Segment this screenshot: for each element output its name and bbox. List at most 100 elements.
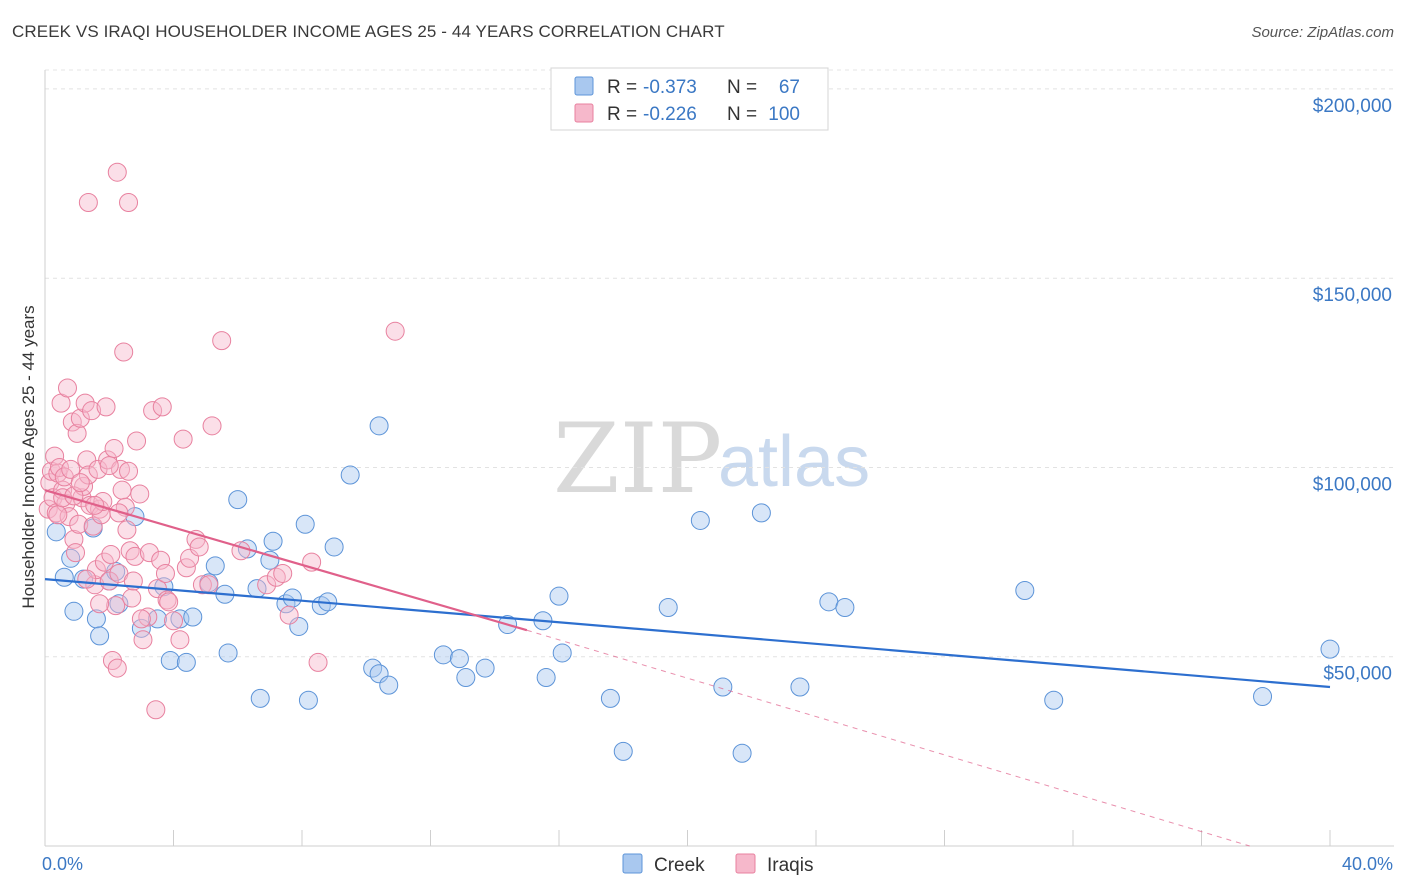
data-point-creek [1044, 690, 1064, 710]
data-point-creek [176, 652, 196, 672]
trend-line-iraqis [44, 489, 528, 632]
trend-lines [44, 489, 1331, 847]
legend-swatch-iraqis [574, 103, 594, 123]
data-point-iraqis [138, 607, 158, 627]
x-tick-label-end: 40.0% [1342, 854, 1393, 874]
data-point-iraqis [139, 543, 159, 563]
bottom-legend-iraqis: Iraqis [767, 855, 813, 876]
data-point-iraqis [173, 429, 193, 449]
data-point-iraqis [199, 575, 219, 595]
trend-extension-iraqis [526, 629, 1250, 847]
data-point-iraqis [119, 461, 139, 481]
data-point-iraqis [189, 537, 209, 557]
legend: R = -0.373 N = 67 R = -0.226 N = 100 [550, 67, 829, 131]
data-point-iraqis [83, 516, 103, 536]
data-point-creek [713, 677, 733, 697]
data-point-iraqis [107, 658, 127, 678]
data-point-iraqis [104, 439, 124, 459]
data-point-creek [613, 741, 633, 761]
data-point-creek [54, 567, 74, 587]
data-point-creek [228, 490, 248, 510]
axes [44, 70, 1394, 847]
data-point-creek [147, 609, 167, 629]
trend-line-creek [44, 578, 1331, 689]
data-point-creek [379, 675, 399, 695]
bottom-legend: Creek Iraqis [622, 853, 813, 876]
legend-r-label-creek: R = [607, 77, 637, 98]
data-point-creek [449, 649, 469, 669]
data-point-iraqis [308, 652, 328, 672]
legend-r-label-iraqis: R = [607, 104, 637, 125]
legend-box [550, 67, 829, 131]
data-point-creek [433, 645, 453, 665]
data-point-iraqis [130, 484, 150, 504]
data-point-iraqis [164, 611, 183, 631]
data-point-creek [732, 743, 752, 763]
legend-n-value-iraqis: 100 [768, 104, 800, 125]
bottom-legend-creek: Creek [654, 855, 705, 876]
data-point-iraqis [75, 393, 95, 413]
bottom-legend-swatch-creek [622, 853, 643, 874]
data-point-creek [205, 556, 225, 576]
data-point-iraqis [170, 630, 190, 650]
data-point-iraqis [61, 459, 81, 479]
data-point-creek [1015, 580, 1035, 600]
data-point-iraqis [107, 162, 127, 182]
data-point-iraqis [159, 592, 179, 612]
data-point-iraqis [143, 401, 163, 421]
data-point-creek [340, 465, 360, 485]
data-point-iraqis [152, 397, 172, 417]
data-point-iraqis [66, 543, 86, 563]
y-tick-label: $200,000 [1313, 96, 1392, 117]
legend-r-value-creek: -0.373 [643, 77, 697, 98]
data-point-iraqis [78, 192, 98, 212]
y-tick-label: $150,000 [1313, 285, 1392, 306]
data-point-iraqis [212, 331, 232, 351]
data-point-creek [46, 522, 66, 542]
watermark: ZIP atlas [553, 403, 870, 515]
data-point-creek [549, 586, 569, 606]
data-point-iraqis [202, 416, 222, 436]
data-point-creek [160, 651, 180, 671]
data-point-iraqis [122, 588, 142, 608]
data-point-creek [690, 510, 710, 530]
data-point-iraqis [77, 569, 97, 589]
data-point-creek [263, 531, 283, 551]
data-point-creek [1320, 639, 1340, 659]
data-point-iraqis [70, 473, 90, 493]
data-point-iraqis [125, 546, 145, 566]
data-point-creek [835, 598, 855, 618]
source-credit: Source: ZipAtlas.com [1251, 24, 1394, 41]
watermark-zip: ZIP [553, 403, 722, 515]
data-point-iraqis [192, 575, 212, 595]
data-point-iraqis [155, 563, 175, 583]
data-point-iraqis [114, 342, 134, 362]
data-point-iraqis [109, 503, 129, 523]
bottom-legend-swatch-iraqis [735, 853, 756, 874]
data-point-creek [324, 537, 344, 557]
data-point-creek [790, 677, 810, 697]
data-point-creek [64, 601, 84, 621]
legend-n-value-creek: 67 [779, 77, 800, 98]
data-point-iraqis [266, 567, 286, 587]
y-tick-labels: $200,000 $150,000 $100,000 $50,000 [1313, 96, 1392, 685]
data-point-iraqis [82, 401, 102, 421]
data-point-iraqis [117, 520, 137, 540]
gridlines [45, 69, 1394, 658]
data-point-creek [109, 594, 129, 614]
data-point-creek [218, 643, 238, 663]
x-tick-label-start: 0.0% [42, 854, 83, 874]
data-point-creek [475, 658, 495, 678]
chart-title: CREEK VS IRAQI HOUSEHOLDER INCOME AGES 2… [12, 22, 725, 41]
data-point-creek [1253, 686, 1273, 706]
legend-n-label-iraqis: N = [727, 104, 757, 125]
series-creek [46, 416, 1340, 763]
data-point-iraqis [146, 700, 166, 720]
data-point-iraqis [119, 192, 139, 212]
y-tick-label: $100,000 [1313, 474, 1392, 495]
data-point-creek [90, 626, 110, 646]
data-point-iraqis [67, 423, 87, 443]
data-point-creek [536, 668, 556, 688]
data-point-creek [183, 607, 203, 627]
